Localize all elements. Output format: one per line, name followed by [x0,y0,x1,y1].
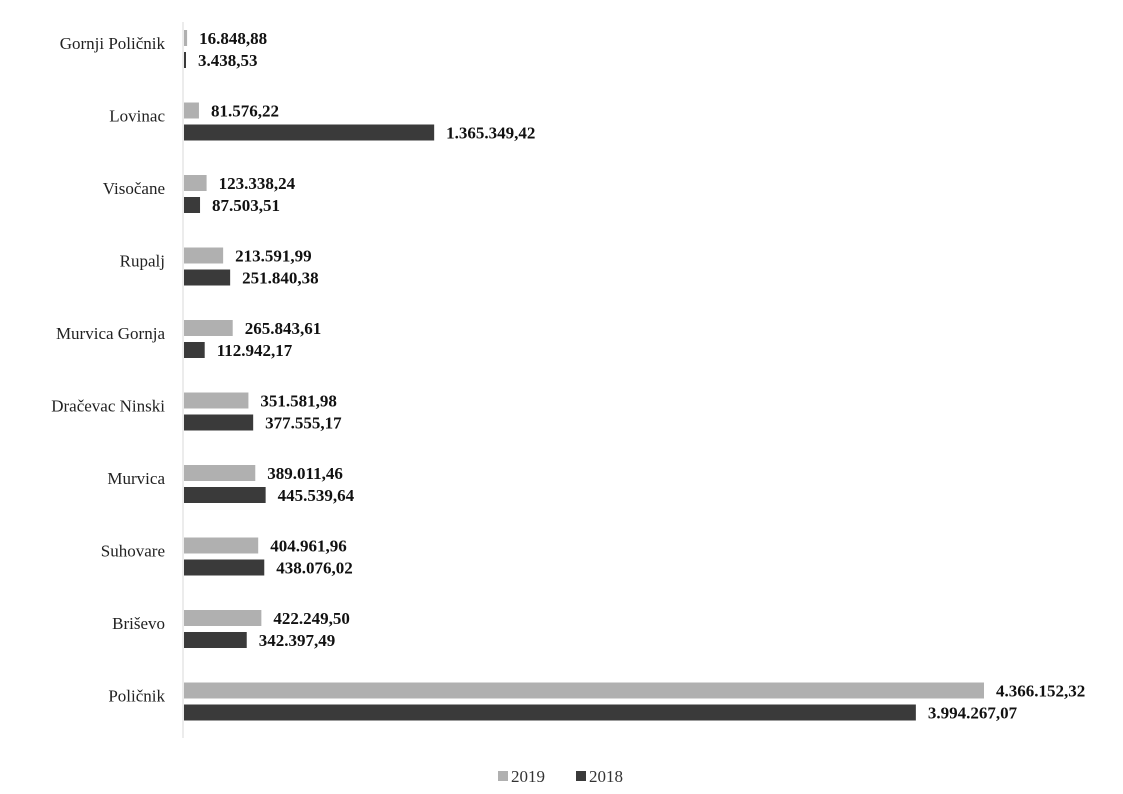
category-label-dracevac-ninski: Dračevac Ninski [51,397,165,416]
bar-2018-murvica-gornja [184,342,205,358]
category-label-murvica-gornja: Murvica Gornja [56,324,166,343]
legend-swatch-2018 [576,771,586,781]
bar-2018-suhovare [184,559,265,576]
value-label-2018-visocane: 87.503,51 [212,196,280,215]
value-label-2018-murvica: 445.539,64 [278,486,355,505]
bar-2019-visocane [184,175,207,191]
bar-2019-rupalj [184,247,224,264]
value-label-2019-murvica-gornja: 265.843,61 [245,319,321,338]
value-label-2018-gornji-policnik: 3.438,53 [198,51,258,70]
legend-label-2019: 2019 [511,767,545,786]
bar-2019-murvica-gornja [184,320,233,336]
legend: 2019 2018 [498,767,623,786]
bar-2018-brisevo [184,632,247,648]
category-label-policnik: Poličnik [108,687,165,706]
value-label-2019-visocane: 123.338,24 [219,174,296,193]
value-labels: 16.848,88 3.438,53 81.576,22 1.365.349,42 12… [198,29,1085,723]
bar-2019-lovinac [184,102,199,119]
value-label-2018-suhovare: 438.076,02 [276,559,353,578]
value-label-2018-murvica-gornja: 112.942,17 [217,341,293,360]
value-label-2019-policnik: 4.366.152,32 [996,682,1085,701]
bar-2018-lovinac [184,124,435,141]
legend-swatch-2019 [498,771,508,781]
category-label-lovinac: Lovinac [109,107,165,126]
bars-group [184,30,984,721]
bar-2018-rupalj [184,269,231,286]
legend-label-2018: 2018 [589,767,623,786]
category-label-murvica: Murvica [107,469,165,488]
bar-2018-murvica [184,487,266,503]
value-label-2019-murvica: 389.011,46 [267,464,343,483]
value-label-2018-lovinac: 1.365.349,42 [446,124,535,143]
bar-2018-policnik [184,704,916,721]
value-label-2019-suhovare: 404.961,96 [270,537,347,556]
bar-2018-visocane [184,197,201,213]
category-label-rupalj: Rupalj [120,252,165,271]
value-label-2019-rupalj: 213.591,99 [235,247,312,266]
bar-2019-dracevac-ninski [184,392,249,409]
value-label-2019-brisevo: 422.249,50 [273,609,350,628]
value-label-2018-brisevo: 342.397,49 [259,631,336,650]
bar-2019-brisevo [184,610,262,626]
category-label-brisevo: Briševo [112,614,165,633]
category-label-gornji-policnik: Gornji Poličnik [60,34,166,53]
bar-2019-policnik [184,682,984,699]
value-label-2018-dracevac-ninski: 377.555,17 [265,414,342,433]
bar-2019-gornji-policnik [184,30,188,46]
value-label-2018-rupalj: 251.840,38 [242,269,319,288]
value-label-2018-policnik: 3.994.267,07 [928,704,1018,723]
value-label-2019-lovinac: 81.576,22 [211,102,279,121]
value-label-2019-gornji-policnik: 16.848,88 [199,29,267,48]
category-labels: Gornji Poličnik Lovinac Visočane Rupalj Murv… [51,34,165,706]
value-label-2019-dracevac-ninski: 351.581,98 [260,392,337,411]
category-label-visocane: Visočane [103,179,165,198]
bar-2019-suhovare [184,537,259,554]
category-label-suhovare: Suhovare [101,542,165,561]
bar-2018-gornji-policnik [184,52,186,68]
bar-2018-dracevac-ninski [184,414,254,431]
bar-2019-murvica [184,465,256,481]
